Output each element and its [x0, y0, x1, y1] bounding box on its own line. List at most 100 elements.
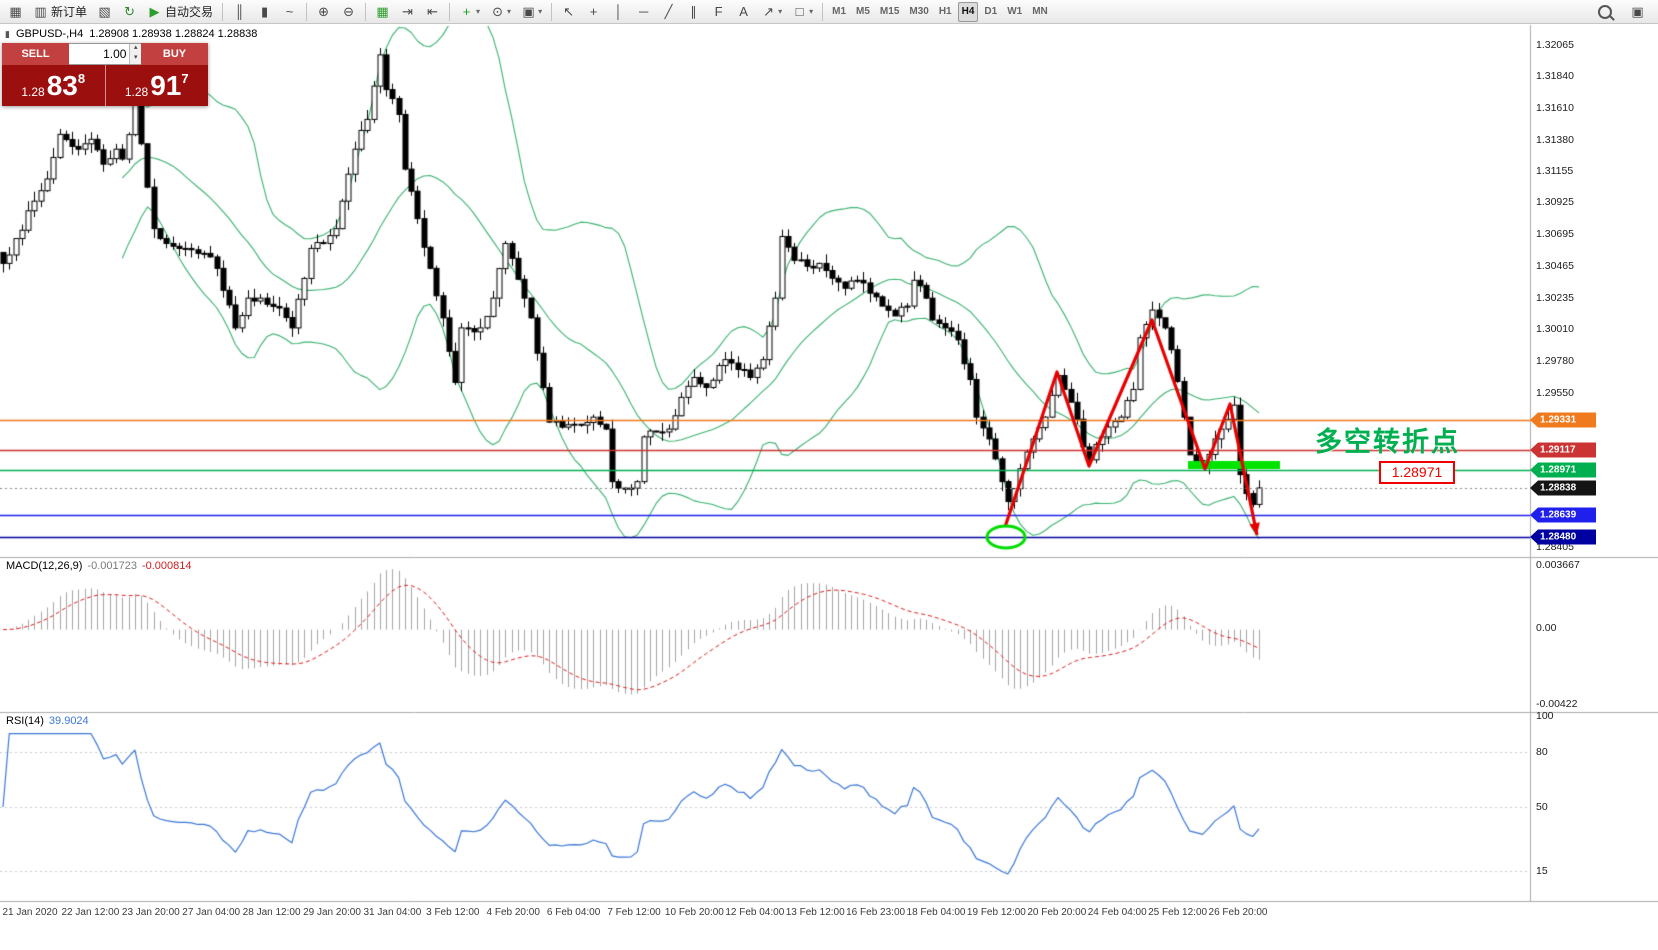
arrows-button[interactable]: ↗ ▾: [757, 2, 786, 22]
profiles-button[interactable]: ▧: [93, 2, 116, 22]
tf-h1-button[interactable]: H1: [935, 2, 956, 22]
price-tick-label: 1.29780: [1536, 355, 1574, 367]
tf-m30-button-label: M30: [909, 6, 929, 17]
tf-m1-button-label: M1: [832, 6, 847, 17]
periods-button[interactable]: ⊙ ▾: [486, 2, 515, 22]
tf-m30-button[interactable]: M30: [905, 2, 932, 22]
buy-price-panel[interactable]: 1.28 91 7: [104, 65, 209, 106]
cursor-button[interactable]: ↖: [557, 2, 580, 22]
horizontal-line-button[interactable]: ─: [632, 2, 655, 22]
vertical-line-icon: │: [614, 4, 623, 19]
time-axis[interactable]: 21 Jan 2020 22 Jan 12:00 23 Jan 20:00 27 Ja…: [0, 903, 1530, 927]
tf-h4-button-label: H4: [961, 6, 975, 17]
macd-value-main: -0.001723: [87, 560, 137, 572]
channel-button[interactable]: ∥: [682, 2, 705, 22]
autotrading-icon: ▶: [149, 4, 160, 19]
macd-scale-label: -0.00422: [1536, 698, 1578, 710]
tf-mn-button[interactable]: MN: [1028, 2, 1052, 22]
price-tick-label: 1.31610: [1536, 102, 1574, 114]
volume-down-icon[interactable]: ▾: [130, 54, 141, 64]
volume-up-icon[interactable]: ▴: [130, 44, 141, 54]
tf-w1-button[interactable]: W1: [1003, 2, 1026, 22]
price-axis[interactable]: 1.32065 1.31840 1.31610 1.31380 1.31155 1.309…: [1530, 24, 1658, 950]
new-order-button-label: 新订单: [51, 5, 88, 19]
buy-price-big: 91: [150, 69, 182, 101]
search-icon[interactable]: [1594, 2, 1616, 22]
tf-m1-button[interactable]: M1: [828, 2, 850, 22]
sell-price-prefix: 1.28: [21, 84, 45, 99]
line-chart-button[interactable]: ~: [278, 2, 301, 22]
chart-shift-button[interactable]: ⇤: [421, 2, 444, 22]
new-chart-icon: ▦: [9, 4, 22, 19]
auto-scroll-button[interactable]: ⇥: [396, 2, 419, 22]
tf-h4-button[interactable]: H4: [957, 1, 979, 22]
macd-scale-label: 0.00: [1536, 622, 1557, 634]
toolbar-separator: [449, 2, 451, 21]
channel-icon: ∥: [690, 4, 697, 19]
add-indicator-button[interactable]: + ▾: [455, 2, 484, 22]
macd-indicator-label: MACD(12,26,9) -0.001723 -0.000814: [6, 560, 192, 572]
rsi-name: RSI(14): [6, 715, 44, 727]
tf-d1-button-label: D1: [984, 6, 998, 17]
chart-shift-icon: ⇤: [427, 4, 438, 19]
zoom-in-button[interactable]: ⊕: [312, 2, 335, 22]
bar-chart-button[interactable]: ║: [228, 2, 251, 22]
add-indicator-icon: +: [462, 4, 471, 19]
horizontal-line-icon: ─: [638, 4, 649, 19]
text-button[interactable]: A: [732, 2, 755, 22]
toolbar-separator: [306, 2, 308, 21]
tf-d1-button[interactable]: D1: [980, 2, 1001, 22]
buy-button[interactable]: BUY: [141, 43, 208, 65]
price-tag-1.28639: 1.28639: [1530, 507, 1596, 523]
time-tick-label: 12 Feb 04:00: [725, 907, 785, 918]
cursor-icon: ↖: [563, 4, 575, 19]
templates-button[interactable]: ▣ ▾: [517, 2, 546, 22]
turning-point-text[interactable]: 多空转折点: [1315, 427, 1460, 457]
rsi-scale-label: 50: [1536, 801, 1548, 813]
one-click-trading-panel: SELL ▴ ▾ BUY 1.28 83 8 1.28: [2, 43, 208, 106]
refresh-button[interactable]: ↻: [118, 2, 141, 22]
time-tick-label: 24 Feb 04:00: [1087, 907, 1147, 918]
data-window-button[interactable]: ▣: [1626, 2, 1649, 22]
vertical-line-button[interactable]: │: [607, 2, 630, 22]
candlestick-chart-button[interactable]: ▮: [253, 2, 276, 22]
sell-button[interactable]: SELL: [2, 43, 69, 65]
candlestick-chart-icon: ▮: [260, 4, 269, 19]
autotrading-button-label: 自动交易: [165, 5, 214, 19]
shapes-button[interactable]: □ ▾: [788, 2, 817, 22]
trendline-button[interactable]: ╱: [657, 2, 680, 22]
new-chart-button[interactable]: ▦: [4, 2, 27, 22]
zoom-out-button[interactable]: ⊖: [337, 2, 360, 22]
arrows-button-dropdown-icon: ▾: [778, 7, 783, 16]
chart-canvas[interactable]: [0, 24, 1658, 950]
time-tick-label: 6 Feb 04:00: [546, 907, 601, 918]
sell-price-panel[interactable]: 1.28 83 8: [2, 65, 105, 106]
trendline-icon: ╱: [664, 4, 673, 19]
time-tick-label: 18 Feb 04:00: [906, 907, 966, 918]
time-tick-label: 28 Jan 12:00: [242, 907, 301, 918]
tile-windows-button[interactable]: ▦: [371, 2, 394, 22]
text-icon: A: [739, 4, 748, 19]
time-tick-label: 16 Feb 23:00: [846, 907, 906, 918]
buy-price-sup: 7: [181, 71, 189, 86]
new-order-button[interactable]: ▥ 新订单: [29, 2, 91, 22]
bar-chart-icon: ║: [234, 4, 245, 19]
tf-m5-button[interactable]: M5: [852, 2, 874, 22]
time-tick-label: 31 Jan 04:00: [363, 907, 422, 918]
price-tick-label: 1.30925: [1536, 196, 1574, 208]
time-tick-label: 10 Feb 20:00: [664, 907, 724, 918]
zoom-out-icon: ⊖: [343, 4, 354, 19]
fibonacci-button[interactable]: F: [707, 2, 730, 22]
volume-spinner: ▴ ▾: [129, 44, 141, 64]
crosshair-button[interactable]: +: [582, 2, 605, 22]
tf-m15-button[interactable]: M15: [876, 2, 903, 22]
price-tick-label: 1.31155: [1536, 165, 1574, 177]
price-tag-1.29331: 1.29331: [1530, 412, 1596, 428]
autotrading-button[interactable]: ▶ 自动交易: [143, 2, 217, 22]
volume-input[interactable]: [69, 44, 130, 64]
chart-title: ▮ GBPUSD-,H4 1.28908 1.28938 1.28824 1.2…: [5, 28, 257, 40]
toolbar: ▦ ▥ 新订单 ▧ ↻ ▶ 自动交易 ║ ▮ ~ ⊕ ⊖ ▦ ⇥ ⇤ + ▾ ⊙ ▾ ▣ ▾ ↖ + │ ─ ╱ ∥ F A ↗ ▾ □ ▾ M1…: [0, 0, 1658, 24]
price-label-box[interactable]: 1.28971: [1379, 461, 1455, 484]
profiles-icon: ▧: [98, 4, 111, 19]
